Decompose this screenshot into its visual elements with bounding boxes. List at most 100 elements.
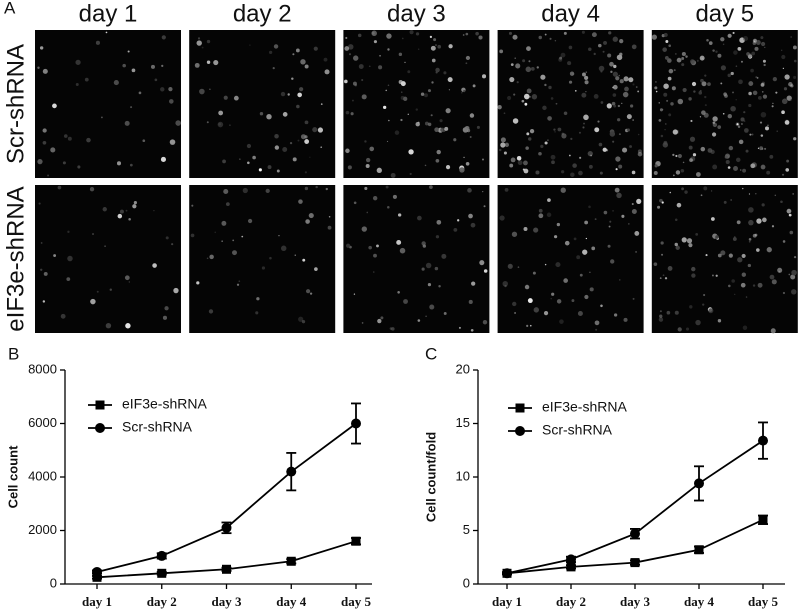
cell [574,90,577,92]
cell [703,186,708,191]
cell [631,170,636,175]
cell [711,132,717,137]
cell [559,319,564,324]
cell [769,274,775,280]
cell [475,31,479,36]
y-tick-label: 5 [463,522,470,537]
cell [685,55,688,58]
cell [550,297,552,300]
cell [232,250,237,256]
cell [554,40,557,42]
cell [435,235,440,239]
cell [300,59,306,65]
cell [734,293,736,295]
column-title: day 1 [79,0,138,27]
cell [425,315,427,318]
cell [173,287,179,294]
cell [280,91,286,97]
cell [191,204,194,207]
cell [164,306,169,311]
cell [785,168,790,172]
cell [667,266,673,271]
cell [500,142,506,148]
cell [635,86,638,88]
marker [694,545,704,555]
cell [453,227,458,232]
cell [117,213,123,219]
cell [124,275,130,281]
marker [758,435,768,446]
cell [614,187,620,193]
cell [396,239,402,245]
marker [351,418,361,429]
cell [385,89,388,92]
cell [777,267,783,273]
micrograph-bg [497,185,644,333]
cell [358,64,364,69]
cell [674,242,678,247]
cell [521,99,525,103]
cell [771,105,774,108]
marker [566,554,576,565]
cell [572,163,577,168]
cell [547,198,551,202]
cell [610,259,615,264]
cell [760,41,766,47]
cell [463,90,466,93]
cell [206,257,209,260]
cell [448,89,451,91]
cell [727,114,732,119]
cell [710,190,713,192]
cell [503,112,506,115]
cell [733,166,738,171]
cell [632,83,635,86]
cell [544,33,547,36]
cell [533,227,539,233]
cell [560,52,566,58]
cell [612,93,617,97]
cell [707,148,713,153]
cell [662,47,667,52]
cell [160,87,165,92]
cell [301,320,306,324]
cell [102,207,107,212]
cell [388,119,390,122]
cell [37,158,43,165]
cell [298,199,303,204]
cell [469,113,475,118]
y-tick-label: 8000 [28,361,57,376]
cell [738,79,743,85]
cell [567,61,572,66]
cell [757,282,763,288]
cell [781,54,786,60]
cell [266,113,272,120]
cell [671,86,676,91]
cell [116,161,122,166]
cell [89,187,95,192]
cell [511,231,518,237]
cell [576,255,581,260]
cell [556,299,562,304]
cell [732,31,735,35]
column-title: day 2 [233,0,292,27]
cell [741,272,746,277]
marker [156,550,167,561]
cell [247,218,253,224]
cell [415,32,420,36]
cell [119,209,124,214]
cell [398,213,402,217]
legend-marker [515,426,525,436]
cell [615,156,621,162]
cell [282,147,288,152]
cell [720,82,723,85]
cell [563,278,568,283]
marker [286,556,296,566]
cell [347,165,352,170]
cell [514,57,516,59]
cell [429,304,435,310]
cell [482,191,484,193]
cell [583,114,589,121]
cell [700,78,704,83]
cell [379,55,381,57]
y-axis-label: Cell count/fold [423,432,438,522]
